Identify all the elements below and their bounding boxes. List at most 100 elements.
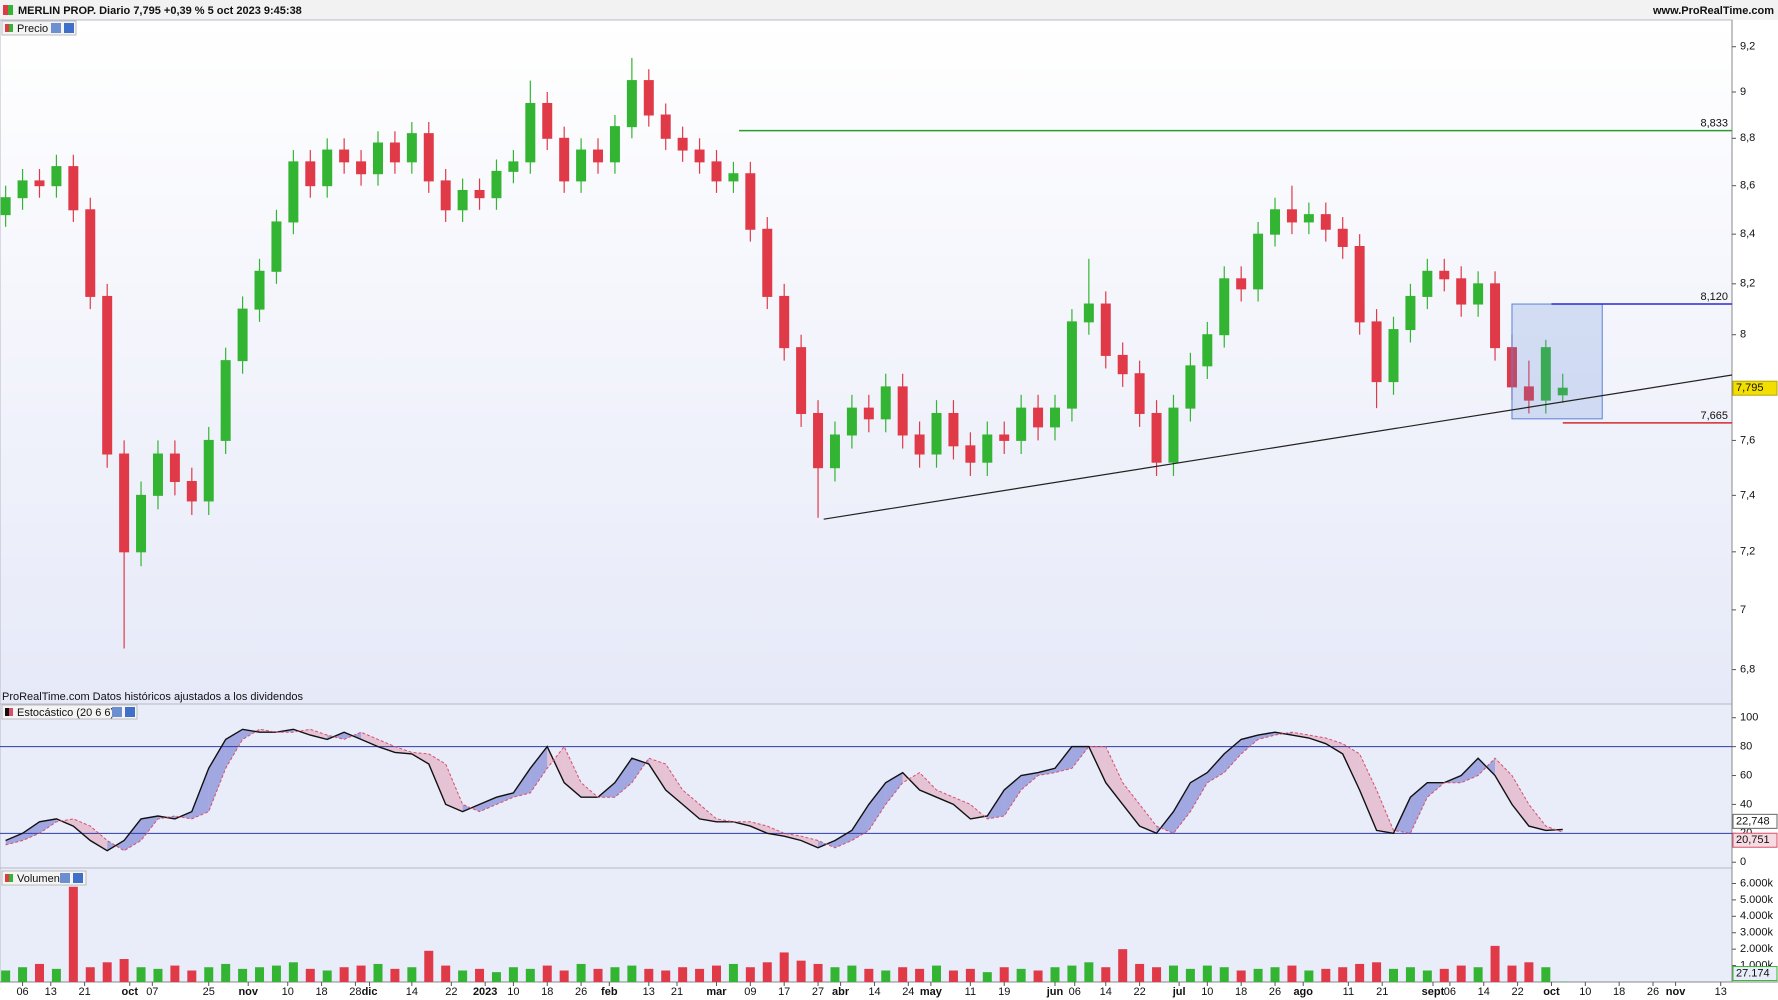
x-tick-label: 22 xyxy=(1133,986,1145,998)
add-icon[interactable] xyxy=(125,707,135,717)
icon xyxy=(5,874,9,882)
volume-bar xyxy=(559,970,569,982)
volume-bar xyxy=(1287,965,1297,982)
settings-icon[interactable] xyxy=(112,707,122,717)
panel-title: Volumen xyxy=(17,873,60,885)
volume-bar xyxy=(610,967,620,982)
candle-body xyxy=(474,189,485,199)
volume-bar xyxy=(1168,965,1178,982)
stochastic-fill xyxy=(564,746,582,798)
stochastic-fill xyxy=(1342,743,1360,790)
candle-body xyxy=(220,360,231,441)
value-badge-label: 7,795 xyxy=(1736,382,1764,394)
x-tick-label: 18 xyxy=(1613,986,1625,998)
y-tick-label: 80 xyxy=(1740,741,1752,753)
stochastic-fill xyxy=(614,758,632,798)
settings-icon[interactable] xyxy=(60,873,70,883)
candle-body xyxy=(576,149,587,182)
volume-bar xyxy=(18,967,28,982)
candle-body xyxy=(17,180,28,199)
candle-body xyxy=(186,480,197,502)
value-badge xyxy=(1732,813,1778,829)
stochastic-fill xyxy=(377,739,395,753)
x-tick-label: 10 xyxy=(1579,986,1591,998)
x-tick-label: 18 xyxy=(1235,986,1247,998)
x-tick-label: 25 xyxy=(203,986,215,998)
candle-body xyxy=(1202,334,1213,367)
volume-bar xyxy=(373,963,383,982)
volume-bar xyxy=(745,967,755,982)
x-tick-label: abr xyxy=(832,986,850,998)
panel-label: Precio xyxy=(1,20,77,36)
stochastic-fill xyxy=(750,821,768,834)
x-tick-label: nov xyxy=(1666,986,1686,998)
candle-body xyxy=(1354,245,1365,323)
candle-body xyxy=(796,347,807,414)
volume-bar xyxy=(898,967,908,982)
add-icon[interactable] xyxy=(73,873,83,883)
candle-body xyxy=(1100,303,1111,356)
volume-bar xyxy=(1473,967,1483,982)
candle-body xyxy=(237,308,248,362)
candle-body xyxy=(508,161,519,172)
volume-bar xyxy=(1135,963,1145,982)
stochastic-fill xyxy=(1021,772,1039,790)
volume-bar xyxy=(1101,967,1111,982)
x-tick-label: 26 xyxy=(575,986,587,998)
x-tick-label: 10 xyxy=(282,986,294,998)
y-tick-label: 8,4 xyxy=(1740,228,1755,240)
volume-bar xyxy=(441,965,451,982)
x-tick-label: jul xyxy=(1172,986,1186,998)
settings-icon[interactable] xyxy=(51,23,61,33)
candle-body xyxy=(34,180,45,187)
stochastic-fill xyxy=(5,833,23,845)
volume-bar xyxy=(813,963,823,982)
candle-body xyxy=(677,137,688,151)
icon xyxy=(8,5,13,15)
candle-body xyxy=(85,209,96,297)
x-tick-label: 06 xyxy=(1444,986,1456,998)
stochastic-fill xyxy=(1511,775,1529,827)
level-label: 8,120 xyxy=(1700,291,1728,303)
candle-body xyxy=(694,149,705,163)
candle-body xyxy=(1151,412,1162,463)
candle-body xyxy=(102,295,113,455)
site-link[interactable]: www.ProRealTime.com xyxy=(1652,5,1774,17)
volume-bar xyxy=(356,965,366,982)
price-panel xyxy=(0,19,1733,705)
stochastic-fill xyxy=(225,729,243,769)
x-tick-label: feb xyxy=(601,986,618,998)
x-tick-label: 09 xyxy=(744,986,756,998)
candle-body xyxy=(931,412,942,455)
volume-bar xyxy=(1372,962,1382,982)
candle-body xyxy=(1083,303,1094,323)
y-tick-label: 7,4 xyxy=(1740,489,1755,501)
x-tick-label: 10 xyxy=(507,986,519,998)
x-tick-label: 26 xyxy=(1269,986,1281,998)
add-icon[interactable] xyxy=(64,23,74,33)
y-tick-label: 9 xyxy=(1740,86,1746,98)
volume-bar xyxy=(593,968,603,982)
stochastic-fill xyxy=(547,746,565,783)
stochastic-fill xyxy=(1495,758,1512,805)
volume-bar xyxy=(255,967,265,982)
icon xyxy=(9,708,13,716)
stochastic-fill xyxy=(1139,804,1157,834)
candle-body xyxy=(999,434,1010,441)
candle-body xyxy=(203,439,214,502)
volume-bar xyxy=(1202,965,1212,982)
candle-body xyxy=(406,133,417,163)
stochastic-panel xyxy=(0,703,1733,869)
volume-bar xyxy=(305,968,315,982)
x-tick-label: mar xyxy=(706,986,727,998)
volume-bar xyxy=(102,962,112,982)
volume-bar xyxy=(695,968,705,982)
candle-body xyxy=(525,102,536,163)
candle-body xyxy=(254,270,265,310)
y-tick-label: 4.000k xyxy=(1740,910,1774,922)
candle-body xyxy=(1286,209,1297,223)
x-tick-label: 10 xyxy=(1201,986,1213,998)
stochastic-fill xyxy=(1173,782,1191,834)
candle-body xyxy=(1422,270,1433,297)
